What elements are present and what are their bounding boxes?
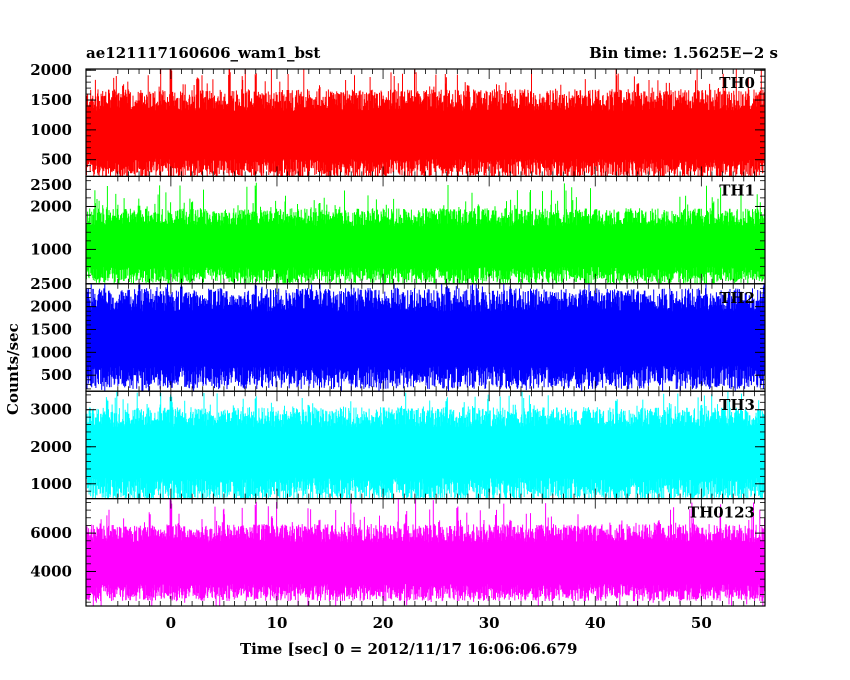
y-tick-label-th1-2000: 2000 [30, 197, 72, 215]
x-tick-label-50: 50 [691, 614, 712, 632]
y-tick-label-th0-1000: 1000 [30, 121, 72, 139]
series-th3-trace [85, 391, 766, 499]
y-tick-label-th0-1500: 1500 [30, 91, 72, 109]
series-th0123-trace [85, 498, 766, 606]
series-label-th1: TH1 [719, 181, 755, 199]
series-th2-trace [85, 283, 766, 392]
x-tick-label-40: 40 [585, 614, 606, 632]
y-tick-label-th1-2500: 2500 [30, 176, 72, 194]
y-tick-label-th0-500: 500 [41, 151, 72, 169]
y-tick-label-th0123-4000: 4000 [30, 562, 72, 580]
series-label-th0: TH0 [719, 74, 755, 92]
bin-time-label: Bin time: 1.5625E−2 s [589, 44, 778, 62]
y-tick-label-th2-1000: 1000 [30, 343, 72, 361]
series-label-th2: TH2 [719, 289, 755, 307]
y-tick-label-th3-1000: 1000 [30, 475, 72, 493]
x-tick-label-0: 0 [166, 614, 176, 632]
chart-title: ae121117160606_wam1_bst [86, 44, 321, 62]
y-axis-label: Counts/sec [4, 323, 22, 415]
series-th1-trace [85, 182, 766, 284]
y-tick-label-th2-2000: 2000 [30, 298, 72, 316]
y-tick-label-th3-3000: 3000 [30, 401, 72, 419]
x-axis-label: Time [sec] 0 = 2012/11/17 16:06:06.679 [240, 640, 578, 658]
y-tick-label-th1-1000: 1000 [30, 240, 72, 258]
y-tick-label-th2-1500: 1500 [30, 321, 72, 339]
series-label-th3: TH3 [719, 396, 755, 414]
x-tick-label-10: 10 [267, 614, 288, 632]
y-tick-label-th2-2500: 2500 [30, 275, 72, 293]
y-tick-label-th0123-6000: 6000 [30, 524, 72, 542]
series-th0-trace [85, 69, 766, 177]
x-tick-label-20: 20 [373, 614, 394, 632]
series-label-th0123: TH0123 [688, 504, 755, 522]
x-tick-label-30: 30 [479, 614, 500, 632]
y-tick-label-th3-2000: 2000 [30, 438, 72, 456]
y-tick-label-th0-2000: 2000 [30, 61, 72, 79]
y-tick-label-th2-500: 500 [41, 366, 72, 384]
